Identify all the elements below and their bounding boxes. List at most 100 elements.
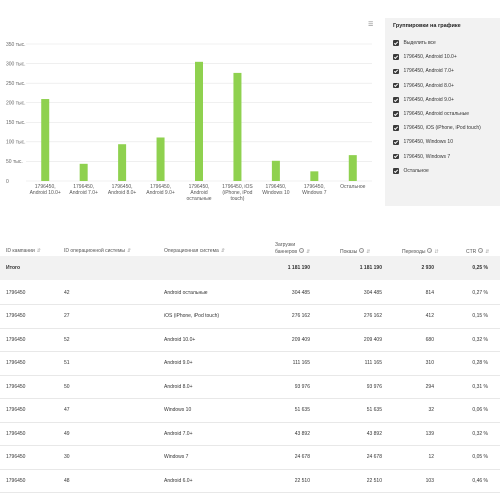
campaign-id-cell: 1796450 [6,360,26,366]
os-id-cell: 48 [64,477,70,484]
clicks-cell: 12 [428,454,434,460]
y-tick-label: 200 тыс. [6,101,26,107]
bar[interactable] [233,72,242,181]
table-row[interactable]: 1796450 49 Android 7.0+ 43 892 43 892 139 0,32… [0,422,500,446]
ctr-cell: 0,46 % [472,477,488,484]
table-row[interactable]: 1796450 47 Windows 10 51 635 51 635 32 0,06 % [0,399,500,423]
clicks-cell: 680 [425,336,434,343]
legend-item[interactable]: 1796450, Windows 10 [393,138,453,146]
campaign-id-cell: 1796450 [6,454,26,460]
ctr-cell: 0,32 % [472,336,488,343]
bar[interactable] [348,155,357,181]
sort-icon[interactable]: ⇵ [434,249,439,255]
legend-item[interactable]: 1796450, iOS (iPhone, iPod touch) [393,124,481,132]
os-cell: Windows 10 [164,407,192,413]
clicks-cell: 310 [425,360,434,366]
os-cell: iOS (iPhone, iPod touch) [164,313,220,319]
info-icon[interactable]: ? [359,248,365,254]
legend-item-label: 1796450, Android 10.0+ [403,54,457,61]
header-clicks[interactable]: Переходы? ⇵ [402,248,439,255]
ctr-cell: 0,27 % [472,289,488,296]
bar[interactable] [156,137,165,181]
header-campaign-id[interactable]: ID кампании ⇵ [6,248,41,254]
legend-item[interactable]: 1796450, Android остальные [393,110,469,118]
x-tick-label: 1796450, Android остальные [187,184,212,202]
bar[interactable] [79,163,88,181]
bar[interactable] [195,61,203,181]
legend-item-label: 1796450, Android 8.0+ [403,82,454,89]
sort-icon[interactable]: ⇵ [485,249,490,255]
os-id-cell: 47 [64,407,70,413]
loads-cell: 22 510 [294,477,310,484]
os-id-cell: 27 [64,313,70,319]
x-tick-label: 1796450, iOS (iPhone, iPod touch) [222,184,253,202]
legend-item[interactable]: 1796450, Android 7.0+ [393,67,454,75]
shows-cell: 304 485 [363,289,382,296]
checkbox-checked-icon[interactable] [393,68,399,75]
table-row[interactable]: 1796450 50 Android 8.0+ 93 976 93 976 294 0,31… [0,375,500,399]
checkbox-checked-icon[interactable] [393,54,399,60]
loads-cell: 43 892 [294,430,310,437]
checkbox-checked-icon[interactable] [393,153,399,160]
header-shows[interactable]: Показы? ⇵ [340,248,371,255]
checkbox-checked-icon[interactable] [393,111,399,117]
table-row[interactable]: 1796450 27 iOS (iPhone, iPod touch) 276 162… [0,305,500,329]
table-row[interactable]: 1796450 51 Android 9.0+ 111 165 111 165 310 0,… [0,352,500,376]
legend-item[interactable]: 1796450, Android 9.0+ [393,96,454,104]
os-cell: Android 10.0+ [164,336,196,343]
sort-icon[interactable]: ⇵ [306,249,311,255]
checkbox-checked-icon[interactable] [393,82,399,89]
loads-cell: 209 409 [291,336,310,343]
legend-item[interactable]: Остальное [393,167,429,175]
info-icon[interactable]: ? [427,248,433,254]
total-label: Итого [6,265,21,271]
y-tick-label: 250 тыс. [6,81,26,87]
header-os-id[interactable]: ID операционной системы ⇵ [64,248,132,254]
bar[interactable] [271,160,280,181]
checkbox-checked-icon[interactable] [393,40,399,46]
header-os[interactable]: Операционная система ⇵ [164,248,226,254]
legend-item[interactable]: 1796450, Windows 7 [393,153,450,161]
select-all-checkbox[interactable]: Выделить все [393,39,436,47]
table-row[interactable]: 1796450 48 Android 6.0+ 22 510 22 510 103 0,46… [0,469,500,493]
os-id-cell: 30 [64,454,70,460]
checkbox-checked-icon[interactable] [393,125,399,131]
os-id-cell: 52 [64,336,70,343]
bar[interactable] [310,171,319,181]
y-tick-label: 0 [6,179,9,185]
table-row[interactable]: 1796450 42 Android остальные 304 485 304 485… [0,281,500,305]
bar[interactable] [41,99,50,181]
legend-item-label: 1796450, Windows 7 [403,153,451,160]
total-clicks: 2 930 [421,265,434,271]
info-icon[interactable]: ? [299,248,305,254]
shows-cell: 276 162 [363,313,382,319]
table-row[interactable]: 1796450 52 Android 10.0+ 209 409 209 409 680 0… [0,328,500,352]
os-cell: Android 7.0+ [164,430,193,437]
checkbox-checked-icon[interactable] [393,97,399,103]
legend-item[interactable]: 1796450, Android 8.0+ [393,82,454,90]
sort-icon[interactable]: ⇵ [220,248,226,254]
legend-item[interactable]: 1796450, Android 10.0+ [393,53,457,61]
checkbox-checked-icon[interactable] [393,139,399,146]
shows-cell: 24 678 [366,454,382,460]
ctr-cell: 0,05 % [472,454,488,460]
info-icon[interactable]: ? [478,248,484,254]
checkbox-checked-icon[interactable] [393,168,399,174]
x-tick-label: 1796450, Windows 7 [302,184,327,196]
os-cell: Android 9.0+ [164,360,193,366]
menu-icon[interactable]: ☰ [368,22,374,28]
shows-cell: 93 976 [366,383,382,390]
legend-item-label: Остальное [403,167,429,174]
table-row[interactable]: 1796450 30 Windows 7 24 678 24 678 12 0,05 % [0,446,500,470]
sort-icon[interactable]: ⇵ [126,248,132,254]
bar[interactable] [118,144,127,181]
header-ctr[interactable]: CTR? ⇵ [466,248,490,255]
header-banner-loads[interactable]: Загрузки баннеров? ⇵ [275,242,311,255]
total-loads: 1 181 190 [287,265,310,271]
sort-icon[interactable]: ⇵ [36,248,41,254]
sort-icon[interactable]: ⇵ [366,249,371,255]
chart-canvas: 0 50 тыс. 100 тыс. 150 тыс. 200 тыс. 250 тыс.… [6,42,372,202]
legend-title: Группировки на графике [393,23,461,29]
legend-item-label: 1796450, Android остальные [403,111,470,117]
loads-cell: 51 635 [294,407,310,413]
